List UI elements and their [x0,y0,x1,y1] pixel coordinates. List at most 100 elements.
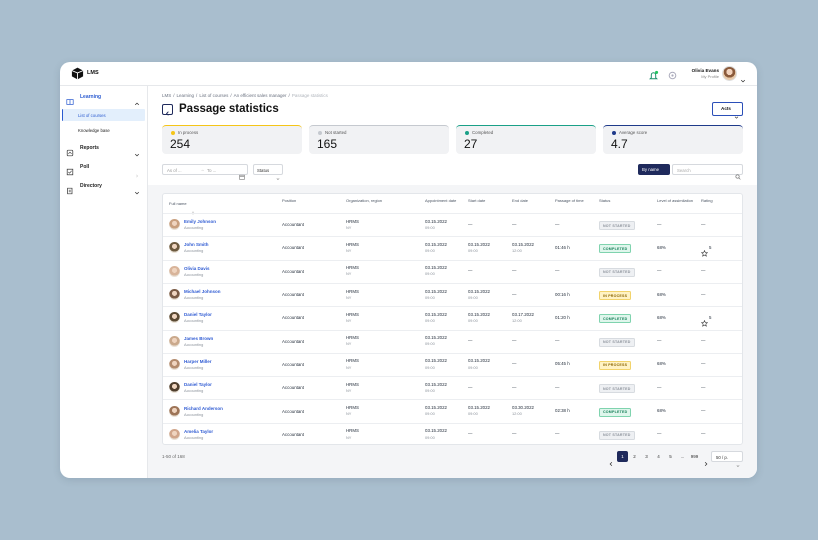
date-to[interactable]: To ... [207,167,217,173]
row-divider [163,282,742,284]
end-cell: — [512,291,517,297]
employee-name[interactable]: Daniel Taylor [184,312,212,318]
chevron-svg [136,174,139,178]
status-filter-text[interactable]: Status [257,167,270,173]
employee-department: Accounting [184,295,204,301]
page-size-select[interactable]: 50 / p. [711,451,743,467]
stat-value: 4.7 [611,137,628,151]
stat-label: Average score [619,130,648,135]
avatar [169,265,180,277]
page-button[interactable]: 2 [633,454,636,459]
stat-label: Completed [472,130,494,135]
chevron [276,168,280,180]
position: Accountant [282,222,304,228]
end-cell: 03.15.2022 [512,241,534,247]
menu-icon-svg [66,99,74,105]
employee-name[interactable]: Richard Anderson [184,405,223,411]
end-cell: — [512,361,517,367]
rating: — [701,384,706,390]
level: — [657,384,662,390]
start-cell: — [468,431,473,437]
page-button[interactable]: 5 [669,454,672,459]
main: LMS / Learning / List of courses / An efficien… [148,86,757,478]
date-filter[interactable]: As of ... → To ... [162,164,248,180]
menu-item[interactable]: Learning [80,94,102,100]
employee-name[interactable]: Harper Miller [184,358,212,364]
column-header: End date [512,198,529,203]
user-name[interactable]: Olivia Evans [691,68,719,73]
settings[interactable] [667,68,678,80]
employee-department: Accounting [184,271,204,277]
appointment-cell: 03.15.2022 [425,381,447,387]
prev-page[interactable] [608,454,614,467]
end-cell: 12:00 [512,411,522,417]
user-avatar[interactable] [722,66,737,81]
passage-time: 02:38 h [555,408,570,414]
submenu-item[interactable]: Knowledge base [78,127,110,133]
page-button[interactable]: 4 [657,454,660,459]
notifications[interactable] [648,68,659,80]
search-input[interactable]: Search [672,164,743,180]
search-placeholder[interactable]: Search [677,167,691,173]
menu-icon-svg [66,149,74,157]
chevron-svg [740,79,746,83]
employee-name[interactable]: Michael Johnson [184,289,221,295]
breadcrumb[interactable]: LMS [162,93,172,98]
organization-cell: HRMS [346,428,359,434]
stat-value: 254 [170,137,191,151]
menu-icon [66,182,74,195]
sort-text[interactable]: By name [642,166,659,172]
row-divider [163,352,742,354]
menu-item[interactable]: Reports [80,145,99,151]
page-button[interactable]: 3 [645,454,648,459]
sort-icon[interactable] [191,202,195,215]
actions-button[interactable]: Acts [712,102,743,116]
row-divider [163,329,742,331]
submenu-item[interactable]: List of courses [78,112,106,118]
organization-cell: NY [346,271,352,277]
stat-dot [612,130,616,135]
employee-name[interactable]: Amelia Taylor [184,428,214,434]
appointment-cell: 09:00 [425,248,435,254]
employee-name[interactable]: Emily Johnson [184,219,217,225]
position: Accountant [282,431,304,437]
user-role[interactable]: My Profile [701,74,719,79]
next-page[interactable] [703,454,709,467]
employee-name[interactable]: Olivia Davis [184,265,210,271]
organization-cell: HRMS [346,265,359,271]
sort-select[interactable]: By name [638,164,670,179]
organization-cell: NY [346,387,352,393]
avatar [169,219,180,231]
employee-name[interactable]: James Brown [184,335,214,341]
page-button[interactable]: ... [680,454,685,459]
menu-item[interactable]: Poll [80,164,90,170]
passage-time: — [555,431,560,437]
column-header: Organization, region [346,198,383,203]
status-filter[interactable]: Status [253,164,283,180]
logo-text: LMS [87,70,99,76]
breadcrumb[interactable]: Learning [176,93,195,98]
employee-name[interactable]: John Smith [184,242,209,248]
sidebar: Learning List of courses Knowledge base Rep… [60,86,148,478]
appointment-cell: 03.15.2022 [425,265,447,271]
breadcrumb[interactable]: An efficient sales manager [233,93,287,98]
employee-department: Accounting [184,434,204,440]
page-button[interactable]: 1 [617,451,628,462]
chevron-svg [134,153,140,157]
menu-item[interactable]: Directory [80,183,102,189]
back-button[interactable] [162,104,173,116]
employee-name[interactable]: Daniel Taylor [184,382,212,388]
page-button[interactable]: 999 [690,454,699,459]
stat-dot [465,130,469,135]
appointment-cell: 09:00 [425,387,435,393]
page-title: Passage statistics [179,103,279,115]
menu-icon-svg [66,168,74,176]
organization-cell: NY [346,364,352,370]
rating: — [701,338,706,344]
page-size[interactable]: 50 / p. [716,454,728,460]
calendar-icon [239,167,245,180]
breadcrumb[interactable]: List of courses [199,93,229,98]
appointment-cell: 09:00 [425,294,435,300]
date-from[interactable]: As of ... [167,167,182,173]
column-header[interactable]: Full name [169,201,187,206]
